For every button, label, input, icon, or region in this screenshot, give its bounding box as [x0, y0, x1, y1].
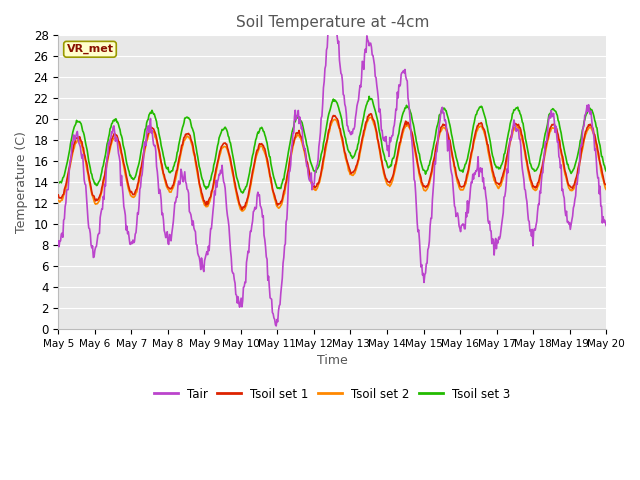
Text: VR_met: VR_met: [67, 44, 113, 54]
Title: Soil Temperature at -4cm: Soil Temperature at -4cm: [236, 15, 429, 30]
X-axis label: Time: Time: [317, 354, 348, 367]
Legend: Tair, Tsoil set 1, Tsoil set 2, Tsoil set 3: Tair, Tsoil set 1, Tsoil set 2, Tsoil se…: [149, 383, 515, 405]
Y-axis label: Temperature (C): Temperature (C): [15, 131, 28, 233]
